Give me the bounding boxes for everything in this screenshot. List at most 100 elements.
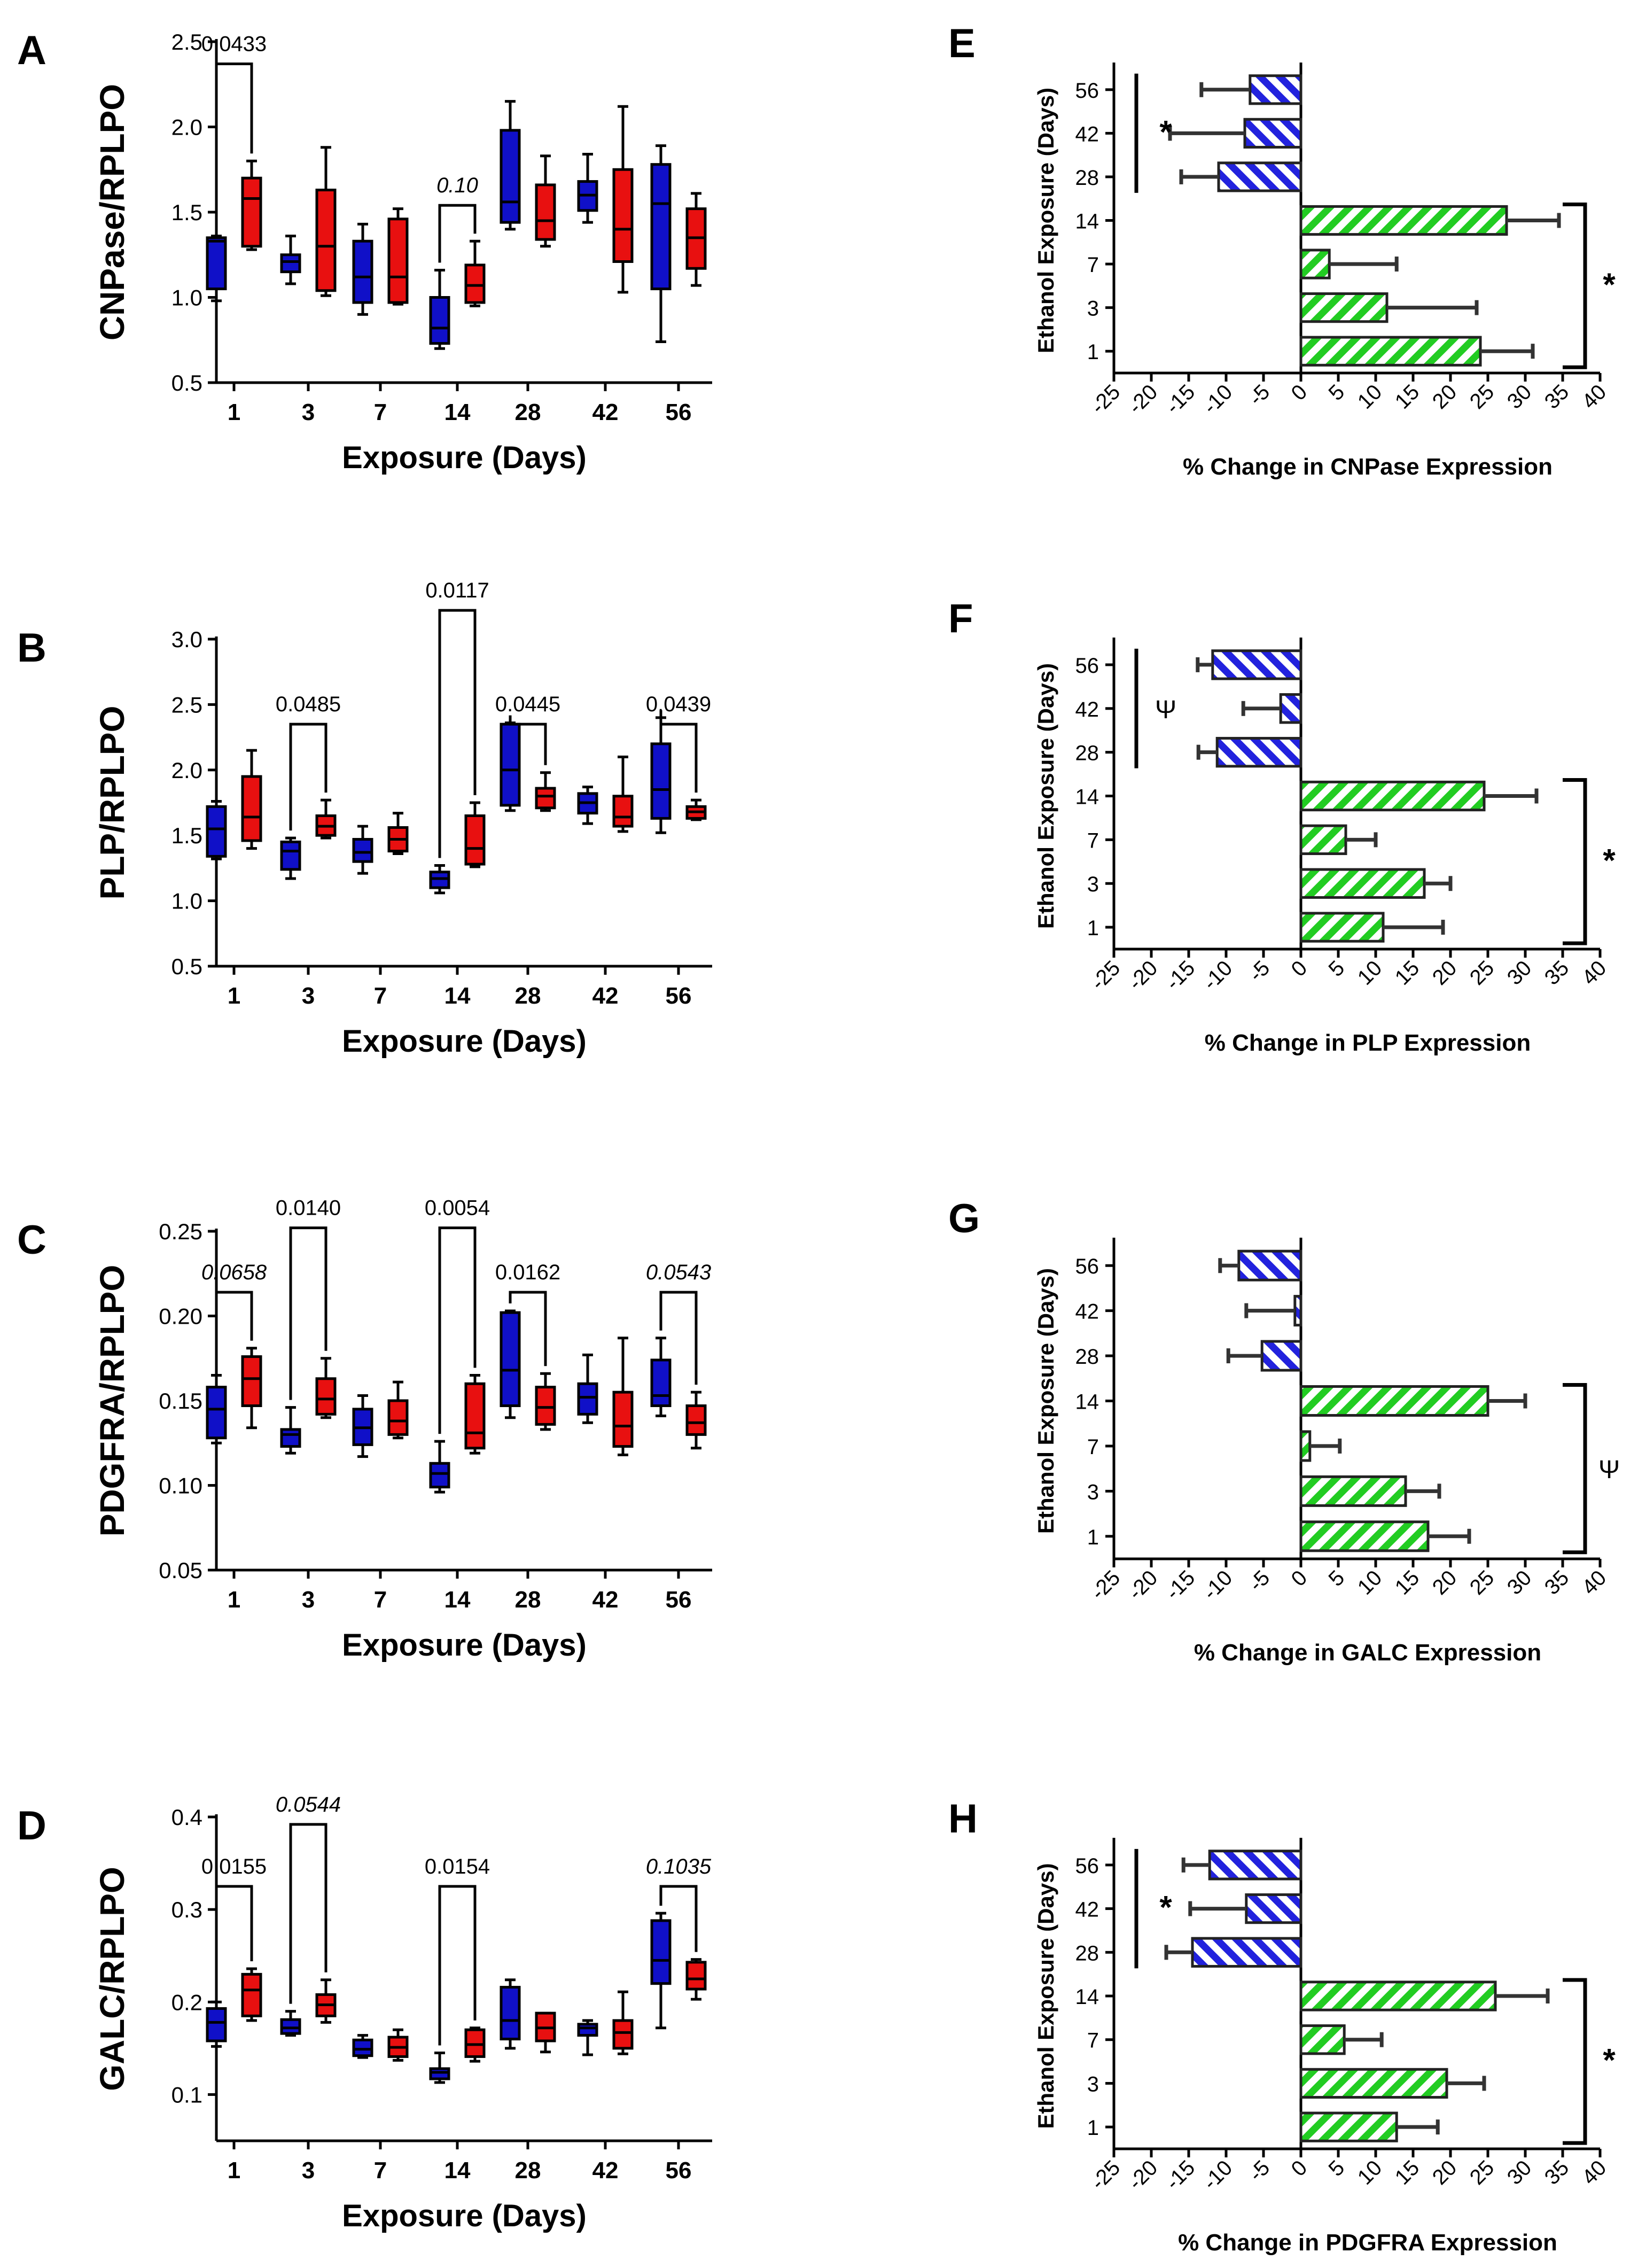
x-tick-label: 1 bbox=[228, 399, 240, 425]
y-tick-label: 2.5 bbox=[171, 29, 202, 55]
box-ethanol-1 bbox=[241, 775, 262, 842]
y-tick-label: 56 bbox=[1075, 1255, 1099, 1278]
y-axis-title: Ethanol Exposure (Days) bbox=[1033, 1268, 1058, 1534]
box-control-7 bbox=[352, 239, 373, 304]
x-tick-label: -25 bbox=[1086, 956, 1125, 995]
box-ethanol-14 bbox=[464, 814, 486, 866]
x-tick-label: 14 bbox=[444, 399, 471, 425]
y-tick-label: 1.5 bbox=[171, 200, 202, 225]
bar-day-56 bbox=[1211, 649, 1302, 680]
x-tick-label: 40 bbox=[1578, 956, 1611, 990]
x-tick-label: 7 bbox=[374, 399, 387, 425]
panel-label: H bbox=[948, 1796, 978, 1842]
x-tick-label: 20 bbox=[1428, 956, 1462, 990]
y-tick-label: 14 bbox=[1075, 786, 1099, 809]
y-axis-title: Ethanol Exposure (Days) bbox=[1033, 663, 1058, 929]
x-axis-title: Exposure (Days) bbox=[342, 2199, 587, 2233]
x-tick-label: 15 bbox=[1391, 956, 1424, 990]
y-tick-label: 1 bbox=[1087, 340, 1099, 364]
x-axis-title: Exposure (Days) bbox=[342, 440, 587, 475]
box-chart-b: B 0.5 1.0 1.5 2.0 2.5 3.0 1 3 7 14 28 42 56 Exposure (… bbox=[17, 579, 712, 1059]
x-axis-title: % Change in CNPase Expression bbox=[1183, 454, 1553, 480]
x-axis-title: Exposure (Days) bbox=[342, 1024, 587, 1059]
x-tick-label: -5 bbox=[1244, 2156, 1274, 2186]
p-value-label: 0.0439 bbox=[646, 693, 711, 716]
y-tick-label: 0.2 bbox=[171, 1990, 202, 2015]
x-tick-label: 30 bbox=[1503, 956, 1536, 990]
bar-day-3 bbox=[1299, 292, 1389, 323]
x-tick-label: 56 bbox=[666, 983, 692, 1009]
box-chart-c: C 0.05 0.10 0.15 0.20 0.25 1 3 7 14 28 42 56 Exposure… bbox=[17, 1197, 712, 1663]
x-tick-label: 1 bbox=[228, 1587, 240, 1613]
x-tick-label: -15 bbox=[1161, 380, 1199, 418]
bar-day-28 bbox=[1260, 1340, 1302, 1372]
x-axis-title: % Change in PDGFRA Expression bbox=[1178, 2230, 1557, 2256]
bar-day-42 bbox=[1245, 1893, 1302, 1924]
y-tick-label: 0.3 bbox=[171, 1897, 202, 1922]
box-ethanol-1 bbox=[241, 1355, 262, 1408]
box-control-56 bbox=[650, 163, 672, 291]
y-tick-label: 56 bbox=[1075, 654, 1099, 678]
y-tick-label: 3 bbox=[1087, 873, 1099, 896]
box-control-14 bbox=[429, 1462, 450, 1489]
x-tick-label: 25 bbox=[1465, 956, 1499, 990]
box-control-1 bbox=[206, 236, 227, 291]
box-ethanol-56 bbox=[685, 1961, 707, 1991]
y-tick-label: 0.5 bbox=[171, 370, 202, 395]
bar-day-14 bbox=[1299, 1980, 1497, 2011]
y-tick-label: 1.0 bbox=[171, 889, 202, 914]
x-tick-label: 56 bbox=[666, 1587, 692, 1613]
bar-day-56 bbox=[1208, 1850, 1302, 1881]
significance-symbol: Ψ bbox=[1598, 1456, 1620, 1484]
significance-bracket bbox=[509, 1291, 547, 1366]
x-axis-title: Exposure (Days) bbox=[342, 1628, 587, 1663]
x-tick-label: 56 bbox=[666, 2157, 692, 2184]
significance-symbol: * bbox=[1603, 2042, 1616, 2078]
y-tick-label: 3 bbox=[1087, 297, 1099, 321]
box-ethanol-3 bbox=[315, 1377, 337, 1416]
x-tick-label: 15 bbox=[1391, 380, 1424, 414]
box-ethanol-42 bbox=[612, 168, 634, 263]
x-tick-label: -20 bbox=[1124, 2156, 1162, 2194]
significance-bracket bbox=[215, 1291, 253, 1368]
box-control-7 bbox=[352, 838, 373, 863]
significance-bracket bbox=[215, 62, 253, 229]
x-tick-label: 0 bbox=[1287, 956, 1312, 981]
bar-day-7 bbox=[1299, 1430, 1312, 1462]
x-tick-label: 25 bbox=[1465, 380, 1499, 414]
box-ethanol-1 bbox=[241, 176, 262, 248]
p-value-label: 0.0155 bbox=[201, 1855, 267, 1878]
box-control-3 bbox=[280, 1428, 301, 1448]
x-tick-label: -20 bbox=[1124, 956, 1162, 995]
significance-bracket bbox=[659, 710, 698, 793]
panel-label: B bbox=[17, 625, 46, 671]
box-control-3 bbox=[280, 253, 301, 274]
x-tick-label: 5 bbox=[1324, 2156, 1350, 2181]
y-tick-label: 7 bbox=[1087, 2029, 1099, 2053]
x-tick-label: 3 bbox=[302, 2157, 315, 2184]
x-tick-label: -10 bbox=[1198, 956, 1237, 995]
box-chart-d: D 0.1 0.2 0.3 0.4 1 3 7 14 28 42 56 Exposure (Days) G… bbox=[17, 1793, 712, 2233]
y-tick-label: 0.10 bbox=[159, 1473, 202, 1498]
bar-day-1 bbox=[1299, 1520, 1430, 1552]
bar-day-28 bbox=[1191, 1937, 1302, 1968]
y-tick-label: 0.20 bbox=[159, 1304, 202, 1329]
x-tick-label: 14 bbox=[444, 2157, 471, 2184]
x-tick-label: 56 bbox=[666, 399, 692, 425]
p-value-label: 0.1035 bbox=[646, 1855, 712, 1878]
box-control-14 bbox=[429, 296, 450, 345]
y-tick-label: 2.5 bbox=[171, 692, 202, 717]
box-control-1 bbox=[206, 1386, 227, 1440]
x-tick-label: 14 bbox=[444, 1587, 471, 1613]
significance-bracket bbox=[1563, 778, 1587, 945]
box-control-3 bbox=[280, 840, 301, 871]
y-tick-label: 28 bbox=[1075, 1941, 1099, 1965]
box-ethanol-14 bbox=[464, 2028, 486, 2058]
y-tick-label: 3 bbox=[1087, 1480, 1099, 1504]
bar-day-14 bbox=[1299, 1385, 1489, 1417]
box-ethanol-42 bbox=[612, 2019, 634, 2050]
significance-bracket bbox=[438, 1885, 477, 2046]
x-tick-label: -20 bbox=[1124, 1566, 1162, 1604]
box-ethanol-14 bbox=[464, 1382, 486, 1450]
bar-chart-h: H 1 3 7 14 28 42 56 -25-20-15-10 -5 0 5 10 15 20 25 30 35… bbox=[948, 1796, 1616, 2256]
